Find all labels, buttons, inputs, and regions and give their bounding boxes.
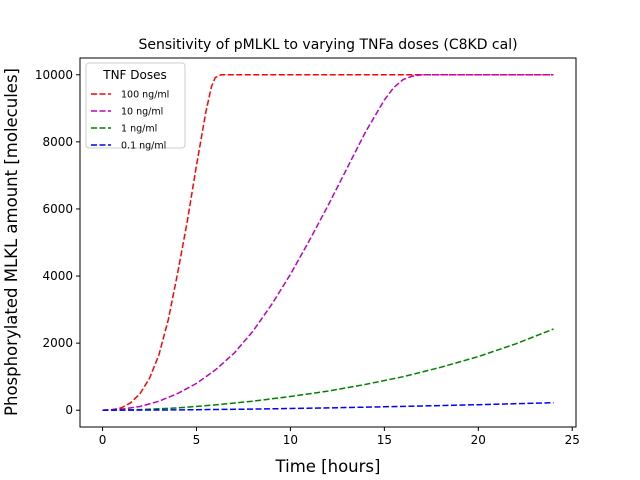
legend-label: 1 ng/ml — [121, 124, 157, 135]
y-tick-label: 10000 — [35, 68, 73, 82]
x-tick-label: 25 — [565, 433, 580, 447]
y-axis-label: Phosphorylated MLKL amount [molecules] — [2, 68, 21, 416]
y-tick-label: 4000 — [42, 269, 73, 283]
x-tick-label: 20 — [471, 433, 486, 447]
legend-box — [85, 62, 186, 149]
chart-title: Sensitivity of pMLKL to varying TNFa dos… — [138, 37, 517, 53]
series-line-0 — [102, 74, 554, 411]
x-tick-label: 15 — [377, 433, 392, 447]
x-tick-label: 0 — [99, 433, 107, 447]
legend-title: TNF Doses — [102, 68, 167, 82]
legend-label: 0.1 ng/ml — [121, 141, 166, 152]
x-axis-label: Time [hours] — [275, 457, 381, 476]
series-line-1 — [102, 74, 554, 411]
y-tick-label: 6000 — [42, 202, 73, 216]
legend: TNF Doses 100 ng/ml 10 ng/ml 1 ng/ml 0.1 ng… — [85, 62, 186, 152]
y-axis: 0 2000 4000 6000 8000 10000 — [35, 68, 80, 417]
y-tick-label: 0 — [65, 403, 73, 417]
series-line-3 — [102, 401, 554, 411]
y-tick-label: 8000 — [42, 135, 73, 149]
x-axis: 0 5 10 15 20 25 — [99, 427, 580, 447]
plot-area — [102, 74, 554, 411]
series-line-2 — [102, 328, 554, 411]
legend-label: 10 ng/ml — [121, 107, 163, 118]
y-tick-label: 2000 — [42, 336, 73, 350]
x-tick-label: 5 — [193, 433, 201, 447]
x-tick-label: 10 — [283, 433, 298, 447]
plot-frame — [79, 57, 577, 428]
legend-label: 100 ng/ml — [121, 90, 169, 101]
